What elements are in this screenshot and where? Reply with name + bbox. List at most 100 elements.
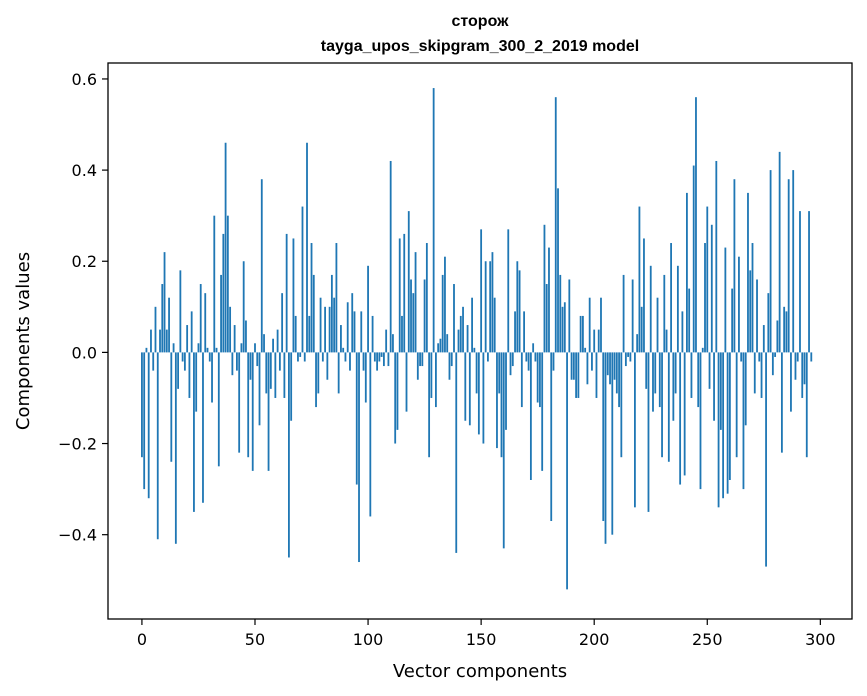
bar-218 xyxy=(634,352,636,508)
bar-15 xyxy=(174,352,177,544)
x-axis: 0 50 100 150 200 250 300 xyxy=(137,619,836,649)
bar-234 xyxy=(670,243,672,353)
bar-249 xyxy=(704,243,706,353)
bar-212 xyxy=(620,352,623,458)
bar-38 xyxy=(226,215,229,353)
bar-43 xyxy=(238,352,241,453)
bar-58 xyxy=(272,338,274,353)
bar-268 xyxy=(747,192,749,353)
bar-250 xyxy=(706,206,709,353)
bar-39 xyxy=(229,306,232,353)
bar-174 xyxy=(534,352,537,362)
bar-14 xyxy=(172,343,175,353)
bar-279 xyxy=(771,352,774,376)
bar-29 xyxy=(206,347,209,353)
bar-213 xyxy=(622,274,625,353)
bar-141 xyxy=(459,315,462,353)
bar-239 xyxy=(681,311,684,353)
bar-63 xyxy=(283,352,286,398)
bar-78 xyxy=(317,352,320,394)
bar-165 xyxy=(514,311,516,353)
bar-122 xyxy=(416,352,419,380)
bar-115 xyxy=(401,315,403,353)
bar-227 xyxy=(654,352,657,394)
x-tick-label: 200 xyxy=(579,630,610,649)
bar-116 xyxy=(403,233,406,353)
bar-40 xyxy=(231,352,234,376)
bar-64 xyxy=(285,233,288,353)
bar-257 xyxy=(722,352,725,499)
bar-266 xyxy=(742,352,745,490)
bars-group xyxy=(141,88,813,590)
bar-108 xyxy=(385,329,388,353)
bar-70 xyxy=(299,352,302,357)
bar-114 xyxy=(398,238,401,353)
bar-163 xyxy=(509,352,512,376)
bar-261 xyxy=(731,288,734,353)
bar-48 xyxy=(249,352,252,380)
bar-190 xyxy=(570,352,573,380)
bar-225 xyxy=(649,265,652,353)
bar-229 xyxy=(658,352,661,408)
bar-226 xyxy=(652,352,654,412)
bar-169 xyxy=(523,311,525,353)
bar-87 xyxy=(337,352,340,394)
bar-170 xyxy=(525,352,528,362)
bar-111 xyxy=(392,334,394,353)
bar-130 xyxy=(435,352,437,408)
bar-68 xyxy=(294,315,297,353)
bar-6 xyxy=(154,306,157,353)
bar-159 xyxy=(500,352,503,458)
bar-150 xyxy=(480,229,483,353)
chart-title: сторож xyxy=(452,13,510,30)
bar-22 xyxy=(190,311,193,353)
bar-36 xyxy=(222,233,225,353)
bar-236 xyxy=(674,352,677,394)
bar-131 xyxy=(437,343,440,353)
bar-168 xyxy=(520,352,523,408)
bar-210 xyxy=(615,352,618,394)
bar-121 xyxy=(414,252,417,353)
bar-278 xyxy=(769,170,772,353)
bar-81 xyxy=(324,306,326,353)
bar-247 xyxy=(699,352,702,490)
bar-77 xyxy=(315,352,317,408)
bar-142 xyxy=(462,306,464,353)
bar-129 xyxy=(432,88,435,353)
bar-25 xyxy=(197,343,200,353)
bar-20 xyxy=(186,325,189,353)
bar-35 xyxy=(220,274,222,353)
bar-263 xyxy=(735,352,738,458)
bar-189 xyxy=(568,279,571,353)
bar-246 xyxy=(697,352,700,408)
bar-285 xyxy=(785,311,788,353)
bar-27 xyxy=(202,352,204,503)
bar-153 xyxy=(487,352,489,362)
bar-75 xyxy=(310,243,313,353)
bar-96 xyxy=(358,352,360,563)
bar-5 xyxy=(152,352,155,371)
bar-202 xyxy=(597,329,600,353)
bar-240 xyxy=(683,352,686,476)
bar-293 xyxy=(803,352,806,385)
bar-138 xyxy=(453,284,455,353)
bar-52 xyxy=(258,352,261,426)
bar-113 xyxy=(396,352,399,430)
bar-211 xyxy=(618,352,620,408)
bar-86 xyxy=(335,243,338,353)
bar-143 xyxy=(464,352,467,421)
bar-292 xyxy=(801,352,804,398)
bar-42 xyxy=(236,352,238,371)
bar-8 xyxy=(159,329,161,353)
bar-172 xyxy=(529,352,532,480)
bar-140 xyxy=(457,329,460,353)
bar-19 xyxy=(183,352,186,371)
bar-265 xyxy=(740,352,743,362)
bar-34 xyxy=(217,352,220,467)
bar-230 xyxy=(661,352,663,458)
bar-55 xyxy=(265,352,268,394)
bar-28 xyxy=(204,293,207,353)
bar-188 xyxy=(566,352,568,590)
bar-94 xyxy=(353,311,356,353)
bar-106 xyxy=(380,352,383,357)
